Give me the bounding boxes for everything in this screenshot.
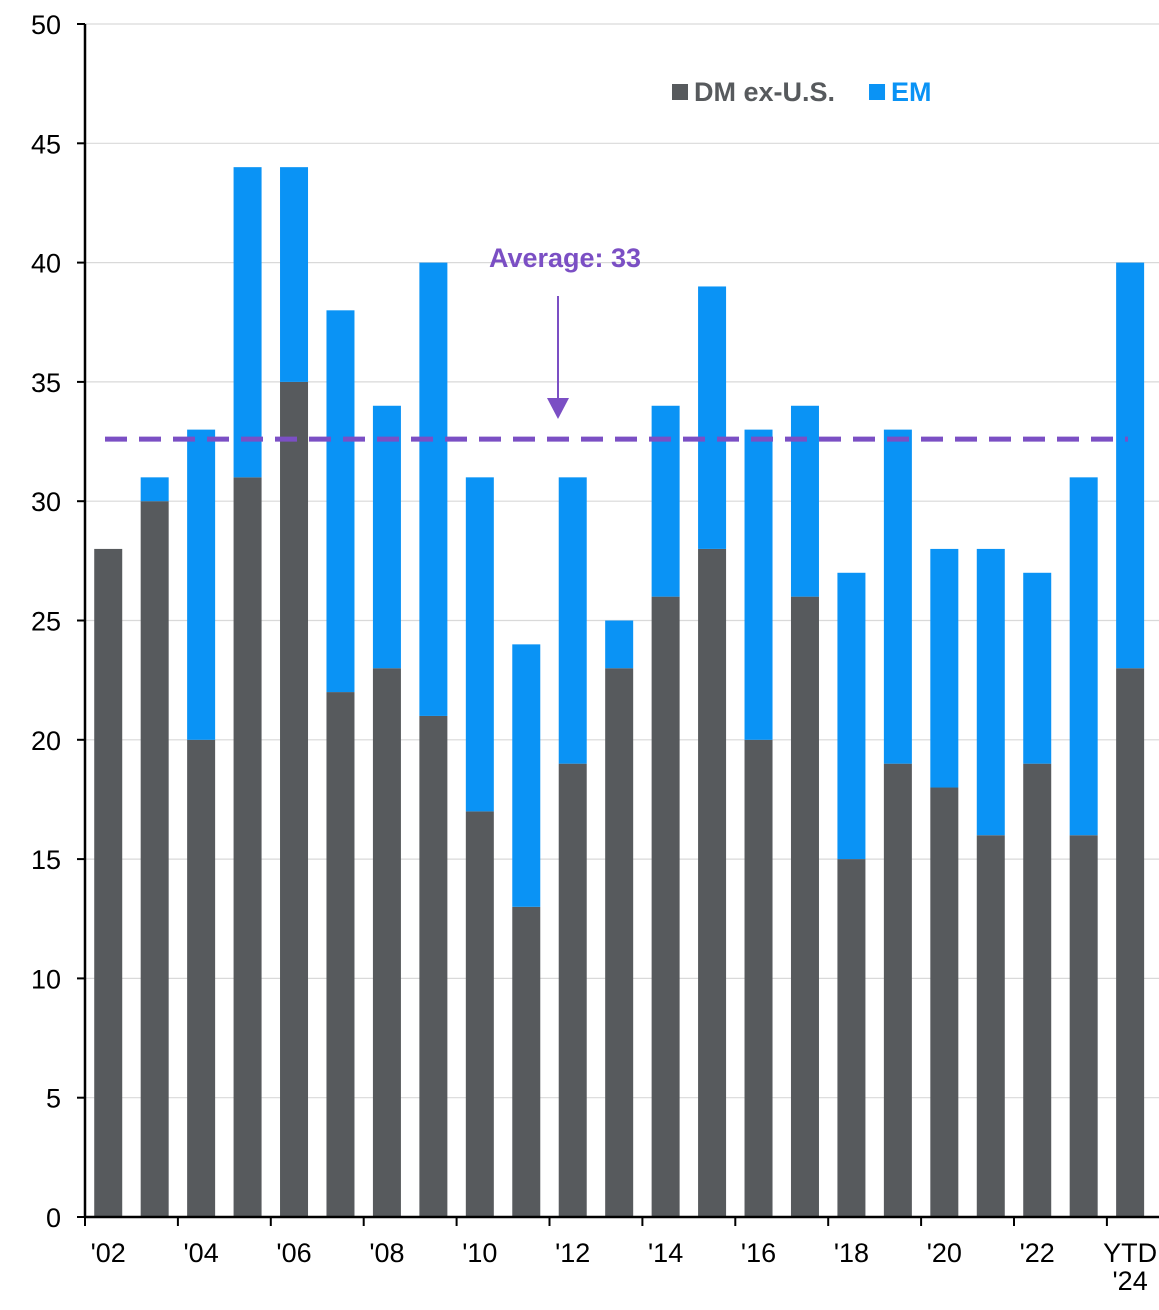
bar-segment <box>1069 477 1098 836</box>
bar-segment <box>512 906 541 1217</box>
bar-segment <box>605 668 634 1217</box>
bar-segment <box>465 477 494 812</box>
bar-segment <box>326 310 355 693</box>
bar-segment <box>140 477 169 502</box>
bar-segment <box>326 692 355 1217</box>
legend-label: DM ex-U.S. <box>694 77 835 107</box>
bar-segment <box>651 405 680 597</box>
bar-segment <box>465 811 494 1217</box>
legend-swatch <box>672 84 688 100</box>
bar-segment <box>883 763 912 1217</box>
x-tick-label: '16 <box>740 1238 777 1268</box>
bar-segment <box>698 548 727 1217</box>
bar-segment <box>187 429 216 740</box>
bar-segment <box>558 477 587 764</box>
x-tick-label: '22 <box>1019 1238 1055 1268</box>
bar-segment <box>512 644 541 907</box>
y-tick-label: 0 <box>46 1203 61 1233</box>
bar-segment <box>930 787 959 1217</box>
bar-segment <box>280 167 309 382</box>
bar-segment <box>837 859 866 1217</box>
bar-segment <box>837 572 866 860</box>
bar-segment <box>1023 572 1052 764</box>
bar-segment <box>1116 262 1145 669</box>
bar-segment <box>976 835 1005 1217</box>
average-label: Average: 33 <box>489 243 641 273</box>
x-tick-label: '20 <box>926 1238 962 1268</box>
bar-segment <box>883 429 912 764</box>
x-tick-label: '18 <box>833 1238 870 1268</box>
bar-segment <box>419 715 448 1217</box>
bar-segment <box>372 668 401 1217</box>
y-tick-label: 40 <box>31 249 61 279</box>
x-tick-label: '06 <box>276 1238 312 1268</box>
average-arrowhead <box>547 398 569 419</box>
x-tick-label: '04 <box>183 1238 219 1268</box>
y-tick-label: 35 <box>31 368 61 398</box>
legend-swatch <box>869 84 886 100</box>
legend-label: EM <box>891 77 932 107</box>
bar-segment <box>558 763 587 1217</box>
bar-segment <box>744 739 773 1217</box>
bar-segment <box>744 429 773 740</box>
x-tick-label: '10 <box>462 1238 498 1268</box>
y-tick-label: 25 <box>31 607 61 637</box>
bar-segment <box>372 405 401 669</box>
bar-segment <box>1116 668 1145 1217</box>
bar-segment <box>790 405 819 597</box>
bar-segment <box>419 262 448 716</box>
y-tick-label: 20 <box>31 726 61 756</box>
x-tick-label: '02 <box>90 1238 126 1268</box>
y-tick-label: 5 <box>46 1084 61 1114</box>
y-tick-label: 50 <box>31 10 61 40</box>
bar-segment <box>976 548 1005 836</box>
x-tick-label: YTD '24 <box>1103 1238 1158 1296</box>
y-tick-label: 15 <box>31 845 61 875</box>
bar-segment <box>94 548 123 1217</box>
y-tick-label: 45 <box>31 129 61 159</box>
bar-segment <box>698 286 727 549</box>
bar-segment <box>790 596 819 1217</box>
y-tick-label: 10 <box>31 964 61 994</box>
bar-segment <box>1023 763 1052 1217</box>
bar-segment <box>233 477 262 1218</box>
x-tick-label: '14 <box>648 1238 684 1268</box>
bar-segment <box>651 596 680 1217</box>
x-tick-label: '12 <box>555 1238 591 1268</box>
bar-segment <box>280 381 309 1217</box>
bar-segment <box>1069 835 1098 1217</box>
bar-segment <box>605 620 634 669</box>
bar-segment <box>187 739 216 1217</box>
bar-segment <box>930 548 959 788</box>
y-tick-label: 30 <box>31 487 61 517</box>
bar-segment <box>233 167 262 478</box>
x-tick-label: '08 <box>369 1238 405 1268</box>
bar-segment <box>140 501 169 1217</box>
